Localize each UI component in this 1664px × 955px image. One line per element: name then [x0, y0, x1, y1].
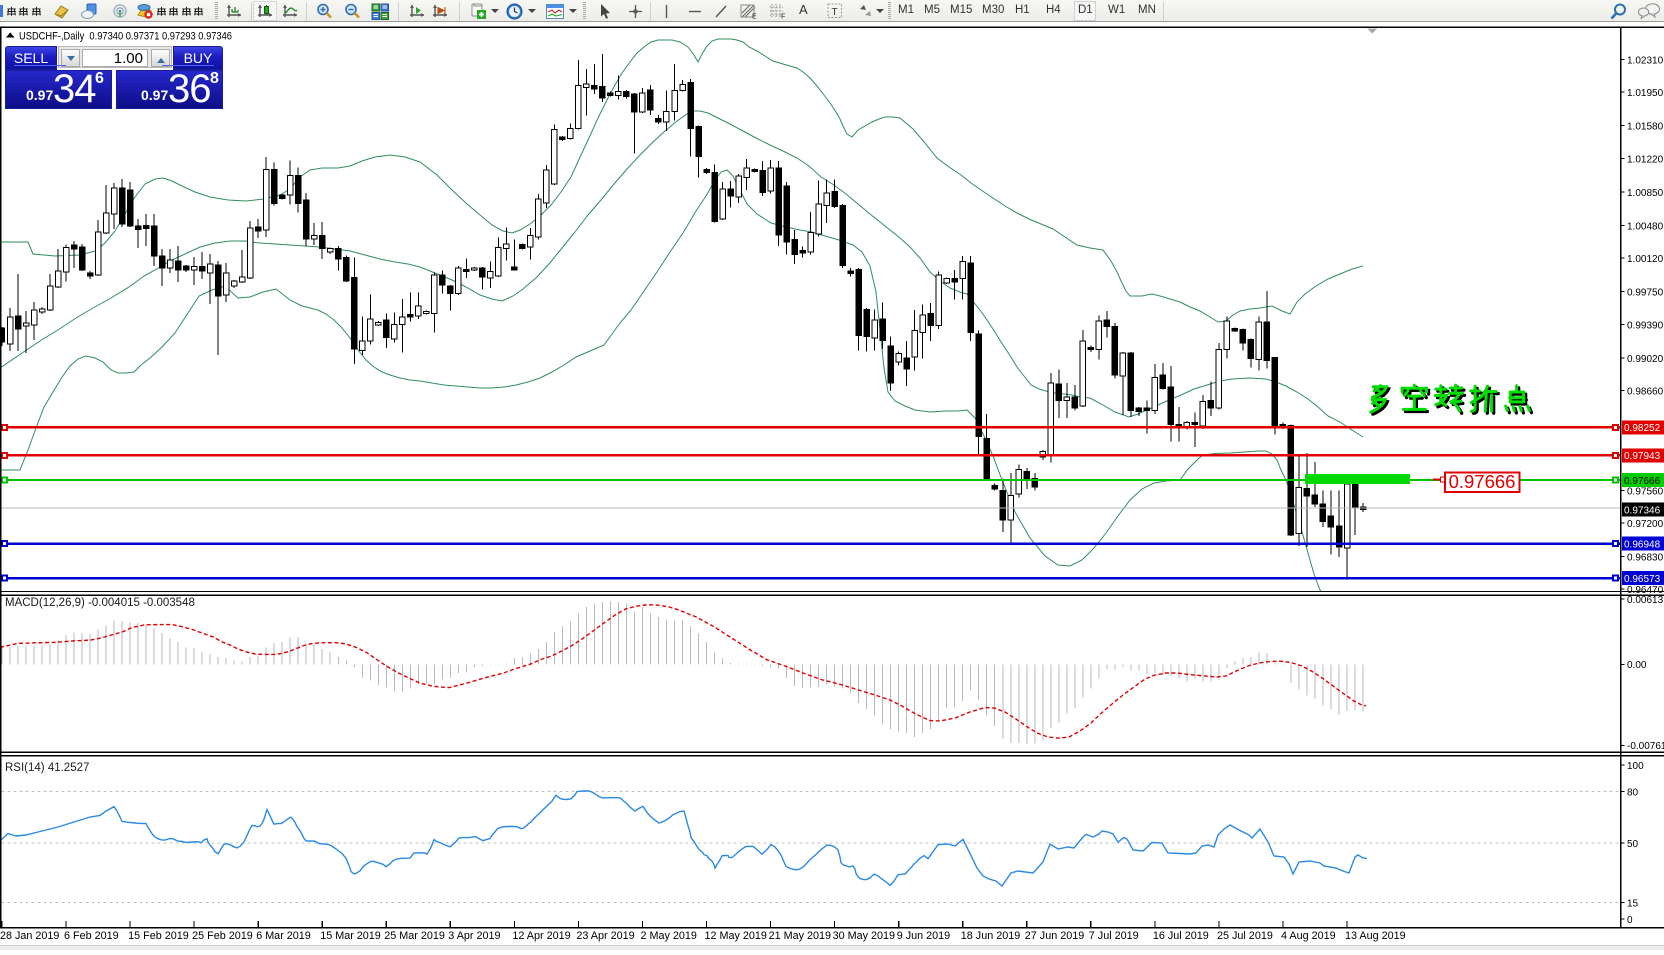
svg-text:0.96470: 0.96470: [1627, 585, 1664, 596]
svg-text:28 Jan 2019: 28 Jan 2019: [0, 930, 59, 942]
svg-text:1.00120: 1.00120: [1627, 254, 1664, 265]
svg-text:0.96948: 0.96948: [1624, 539, 1661, 550]
svg-text:23 Apr 2019: 23 Apr 2019: [576, 930, 634, 942]
svg-text:0.00: 0.00: [1627, 660, 1647, 671]
svg-text:16 Jul 2019: 16 Jul 2019: [1153, 930, 1209, 942]
svg-text:1.00480: 1.00480: [1627, 221, 1664, 232]
svg-text:25 Mar 2019: 25 Mar 2019: [384, 930, 445, 942]
svg-text:0.99750: 0.99750: [1627, 288, 1664, 299]
svg-text:3 Apr 2019: 3 Apr 2019: [448, 930, 500, 942]
svg-text:0: 0: [1627, 915, 1633, 926]
svg-text:USDCHF-,Daily 0.97340 0.97371: USDCHF-,Daily 0.97340 0.97371 0.97293 0.…: [19, 31, 232, 43]
svg-text:4 Aug 2019: 4 Aug 2019: [1281, 930, 1336, 942]
svg-text:0.97666: 0.97666: [1449, 471, 1516, 492]
svg-text:T: T: [832, 7, 838, 18]
svg-text:RSI(14) 41.2527: RSI(14) 41.2527: [5, 762, 89, 774]
svg-text:E: E: [752, 14, 757, 20]
svg-text:1.00850: 1.00850: [1627, 188, 1664, 199]
svg-text:0.97666: 0.97666: [1624, 476, 1661, 487]
svg-text:80: 80: [1627, 787, 1639, 798]
svg-text:2 May 2019: 2 May 2019: [641, 930, 697, 942]
svg-text:F: F: [781, 14, 785, 20]
svg-text:0.97200: 0.97200: [1627, 519, 1664, 530]
svg-text:27 Jun 2019: 27 Jun 2019: [1025, 930, 1084, 942]
svg-text:100: 100: [1627, 761, 1644, 772]
svg-text:0.96830: 0.96830: [1627, 553, 1664, 564]
svg-text:15 Feb 2019: 15 Feb 2019: [128, 930, 189, 942]
svg-text:9 Jun 2019: 9 Jun 2019: [897, 930, 950, 942]
svg-text:-0.00761: -0.00761: [1627, 741, 1664, 752]
svg-text:0.97346: 0.97346: [1624, 505, 1661, 516]
svg-text:6 Mar 2019: 6 Mar 2019: [256, 930, 311, 942]
svg-text:18 Jun 2019: 18 Jun 2019: [961, 930, 1020, 942]
svg-text:15 Mar 2019: 15 Mar 2019: [320, 930, 381, 942]
svg-text:1.01580: 1.01580: [1627, 122, 1664, 133]
svg-text:6 Feb 2019: 6 Feb 2019: [64, 930, 119, 942]
svg-text:21 May 2019: 21 May 2019: [769, 930, 831, 942]
svg-text:15: 15: [1627, 898, 1639, 909]
svg-text:0.96573: 0.96573: [1624, 574, 1661, 585]
svg-text:0.97943: 0.97943: [1624, 451, 1661, 462]
svg-text:0.98252: 0.98252: [1624, 423, 1661, 434]
svg-text:30 May 2019: 30 May 2019: [833, 930, 895, 942]
svg-text:1.01220: 1.01220: [1627, 154, 1664, 165]
svg-text:0.99390: 0.99390: [1627, 320, 1664, 331]
svg-text:1.01950: 1.01950: [1627, 88, 1664, 99]
svg-text:MACD(12,26,9) -0.004015 -0.003: MACD(12,26,9) -0.004015 -0.003548: [5, 597, 195, 609]
svg-text:50: 50: [1627, 839, 1639, 850]
svg-text:12 Apr 2019: 12 Apr 2019: [512, 930, 570, 942]
svg-text:0.00613: 0.00613: [1627, 595, 1664, 606]
svg-text:0.97560: 0.97560: [1627, 486, 1664, 497]
svg-text:12 May 2019: 12 May 2019: [705, 930, 767, 942]
svg-text:1.02310: 1.02310: [1627, 55, 1664, 66]
svg-text:0.99020: 0.99020: [1627, 354, 1664, 365]
svg-text:13 Aug 2019: 13 Aug 2019: [1345, 930, 1406, 942]
svg-text:0.98660: 0.98660: [1627, 387, 1664, 398]
svg-text:25 Jul 2019: 25 Jul 2019: [1217, 930, 1273, 942]
svg-text:25 Feb 2019: 25 Feb 2019: [192, 930, 253, 942]
svg-text:7 Jul 2019: 7 Jul 2019: [1089, 930, 1139, 942]
